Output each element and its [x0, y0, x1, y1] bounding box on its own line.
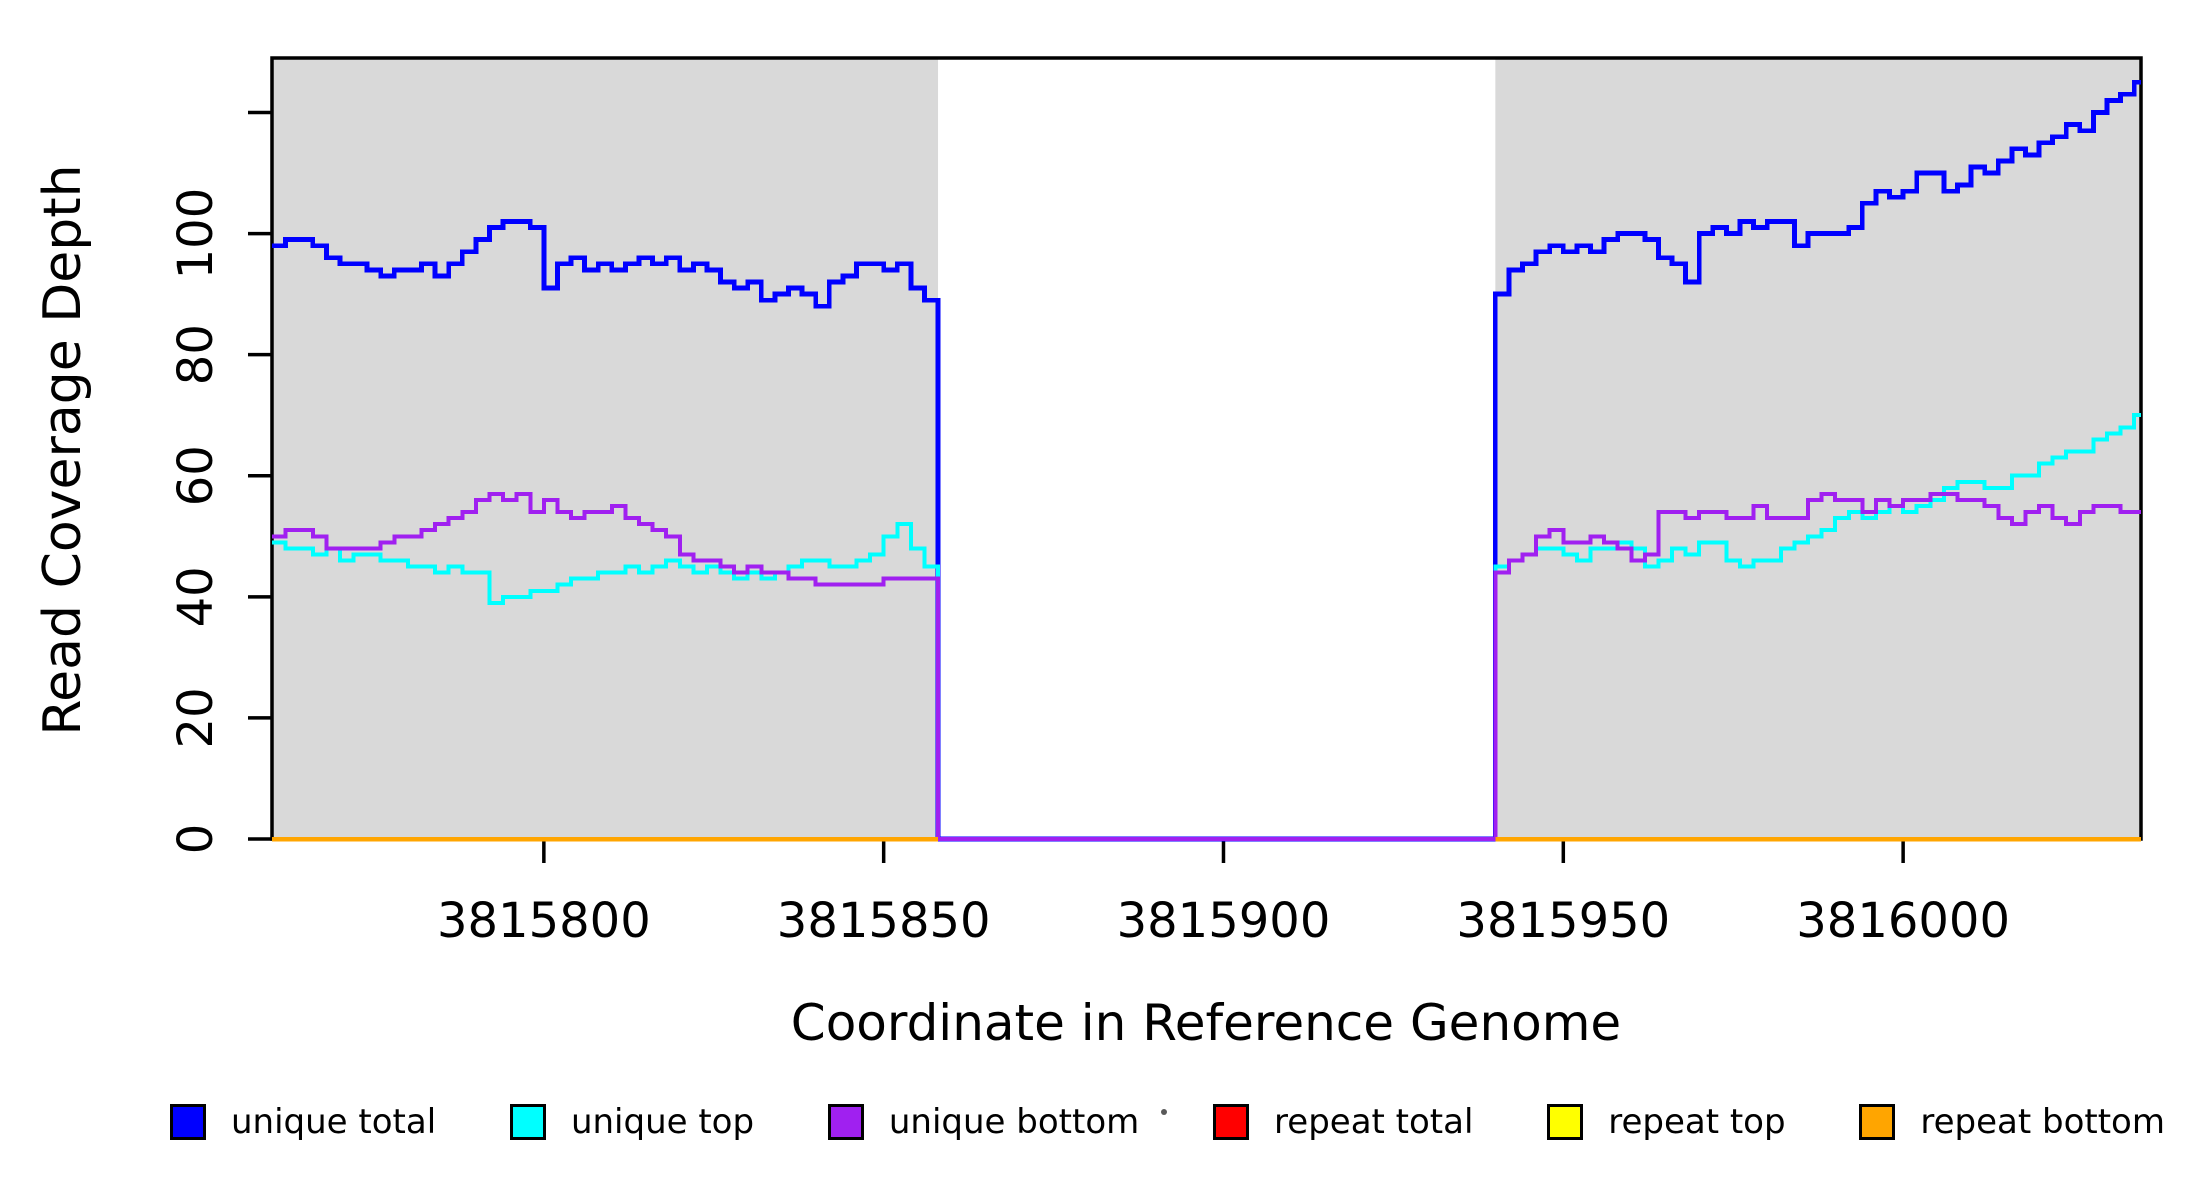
x-axis-title: Coordinate in Reference Genome	[791, 994, 1621, 1052]
shaded-regions-group	[272, 58, 2141, 839]
y-tick-label: 80	[168, 324, 224, 385]
legend-swatch-repeat-top	[1547, 1104, 1584, 1140]
x-axis-ticks-group: 3815800 3815850 3815900 3815950 3816000	[437, 839, 2010, 949]
legend-swatch-unique-top	[509, 1104, 546, 1140]
x-tick-label: 3815850	[777, 893, 991, 949]
legend: unique total unique top unique bottom repea…	[170, 1098, 2165, 1146]
y-tick-label: 100	[168, 188, 224, 280]
legend-swatch-repeat-total	[1213, 1104, 1250, 1140]
legend-item-repeat-total: repeat total	[1213, 1102, 1473, 1142]
y-tick-label: 0	[168, 824, 224, 855]
legend-label-unique-total: unique total	[231, 1102, 437, 1142]
shaded-region-right	[1495, 58, 2141, 839]
x-tick-label: 3815950	[1456, 893, 1670, 949]
legend-label-repeat-bottom: repeat bottom	[1920, 1102, 2165, 1142]
y-axis-title: Read Coverage Depth	[33, 164, 93, 735]
y-tick-label: 20	[168, 687, 224, 748]
shaded-region-left	[272, 58, 939, 839]
legend-label-repeat-total: repeat total	[1274, 1102, 1474, 1142]
x-tick-label: 3815900	[1117, 893, 1331, 949]
legend-item-unique-bottom: unique bottom	[827, 1102, 1140, 1142]
legend-item-repeat-top: repeat top	[1547, 1102, 1786, 1142]
legend-label-unique-bottom: unique bottom	[888, 1102, 1140, 1142]
x-tick-label: 3815800	[437, 893, 651, 949]
x-tick-label: 3816000	[1796, 893, 2010, 949]
y-tick-label: 40	[168, 566, 224, 627]
legend-swatch-unique-bottom	[827, 1104, 864, 1140]
legend-item-unique-top: unique top	[509, 1102, 755, 1142]
series-unique-bottom	[272, 491, 2141, 841]
data-series-group	[272, 79, 2141, 842]
stray-dot-artifact	[1161, 1109, 1167, 1115]
legend-label-unique-top: unique top	[570, 1102, 755, 1142]
y-axis-ticks-group: 0 20 40 60 80 100	[168, 110, 272, 855]
legend-swatch-repeat-bottom	[1859, 1104, 1896, 1140]
legend-label-repeat-top: repeat top	[1608, 1102, 1786, 1142]
y-tick-label: 60	[168, 445, 224, 506]
legend-swatch-unique-total	[170, 1104, 206, 1140]
legend-item-unique-total: unique total	[170, 1102, 436, 1142]
legend-item-repeat-bottom: repeat bottom	[1859, 1102, 2165, 1142]
